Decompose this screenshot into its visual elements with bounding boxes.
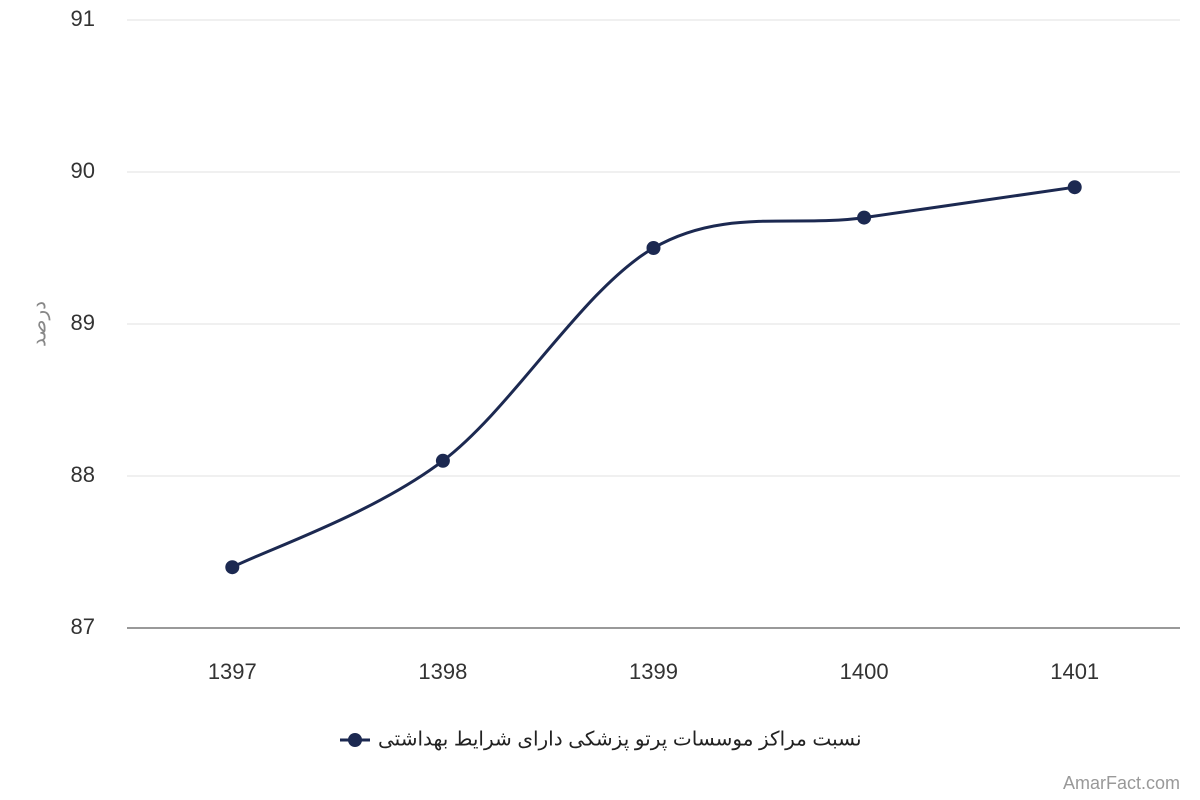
y-tick-label: 87 bbox=[71, 614, 95, 639]
x-tick-label: 1400 bbox=[840, 659, 889, 684]
point bbox=[857, 210, 872, 225]
legend-marker bbox=[348, 733, 362, 747]
legend-label: نسبت مراکز موسسات پرتو پزشکی دارای شرایط… bbox=[378, 728, 862, 751]
point bbox=[646, 241, 661, 255]
x-tick-label: 1398 bbox=[418, 659, 467, 684]
credit: AmarFact.com bbox=[1063, 773, 1180, 793]
y-tick-label: 89 bbox=[71, 310, 95, 335]
y-axis-label: درصد bbox=[28, 301, 50, 347]
y-tick-label: 88 bbox=[71, 462, 95, 487]
x-tick-label: 1399 bbox=[629, 659, 678, 684]
line bbox=[231, 185, 1075, 569]
x-tick-label: 1401 bbox=[1050, 659, 1099, 684]
y-tick-label: 90 bbox=[71, 158, 95, 183]
point bbox=[225, 560, 240, 575]
point bbox=[1067, 180, 1082, 195]
point bbox=[435, 453, 450, 468]
x-tick-label: 1397 bbox=[208, 659, 257, 684]
y-tick-label: 91 bbox=[71, 6, 95, 31]
